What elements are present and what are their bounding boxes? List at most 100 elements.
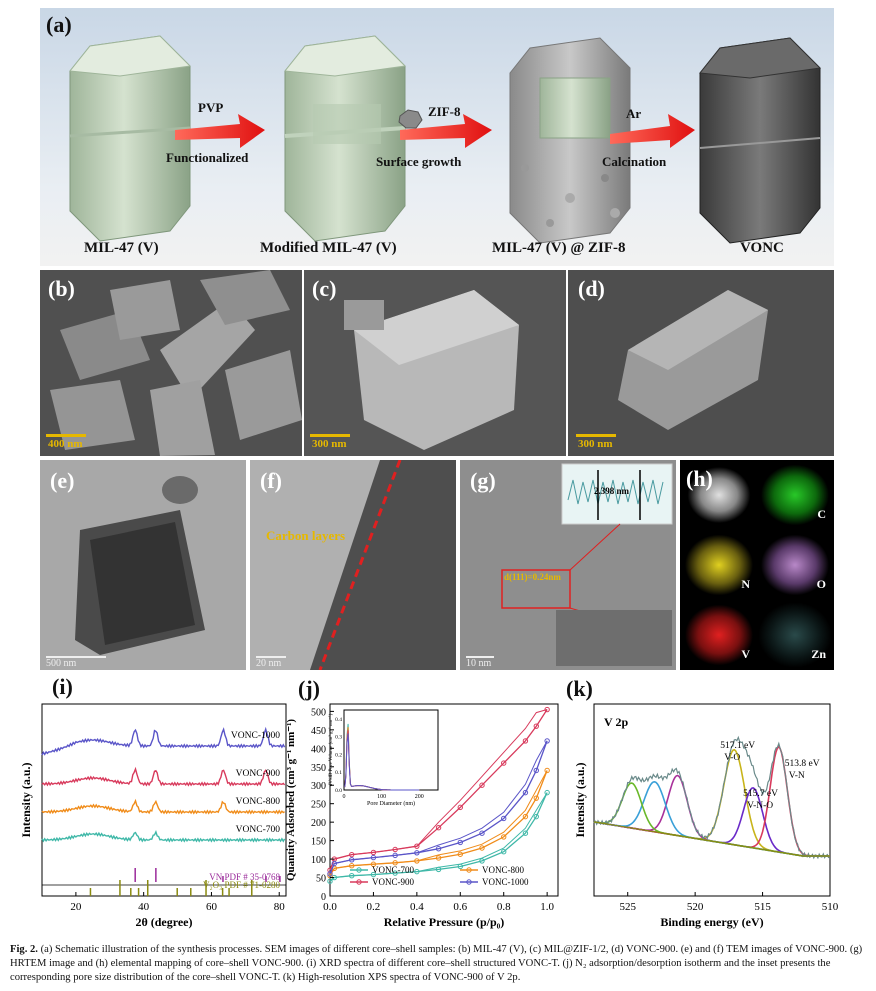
y-axis-label-j: Quantity Adsorbed (cm³ g⁻¹ nm⁻¹): [285, 719, 297, 881]
bet-desorption-3: [329, 740, 548, 874]
x-tick-label-j: 0.8: [497, 901, 511, 913]
y-tick-label-j: 300: [311, 781, 326, 792]
arrow-3-bottom-label: Calcination: [602, 154, 667, 169]
panel-f-label: (f): [260, 468, 282, 493]
sem-image-d: (d) 300 nm: [568, 270, 834, 456]
sem-b-crystals: [40, 270, 302, 456]
x-tick-label-k: 525: [619, 901, 636, 913]
stage-label-4: VONC: [740, 240, 784, 256]
bet-point: [522, 830, 529, 836]
bet-desorption-1: [329, 770, 548, 876]
xrd-series-3: [41, 829, 286, 843]
elemental-mapping-h: C N O V Zn (h): [680, 460, 834, 670]
scale-label-d: 300 nm: [578, 438, 613, 450]
xps-peak-3: [593, 774, 829, 857]
map-label-v: V: [741, 647, 750, 661]
y-axis-label-k: Intensity (a.u.): [573, 762, 587, 837]
plot-frame-j: [329, 703, 559, 897]
y-tick-label-j: 150: [311, 837, 326, 848]
inset-x-tick: 100: [377, 794, 386, 800]
y-tick-label-j: 350: [311, 763, 326, 774]
xps-title: V 2p: [604, 715, 628, 729]
xrd-chart-i: VONC-1000 VONC-900 VONC-800 VONC-700 VN PDF …: [19, 703, 287, 929]
x-tick-label-j: 0.6: [453, 901, 467, 913]
bet-point: [457, 804, 463, 811]
xrd-series-1: [41, 766, 286, 787]
x-tick-label-j: 1.0: [540, 901, 554, 913]
bet-point: [349, 863, 355, 869]
bet-point: [370, 849, 377, 856]
sem-d-particle: [568, 270, 834, 456]
xps-peak-label-2: 513.8 eV: [785, 759, 820, 769]
bet-point: [544, 706, 550, 713]
bet-point: [533, 723, 539, 729]
bet-point: [349, 857, 355, 863]
xps-envelope: [593, 735, 830, 860]
legend-label-j: VONC-800: [482, 865, 524, 875]
y-tick-label-j: 400: [311, 744, 326, 755]
map-oxygen: O: [758, 532, 832, 598]
y-tick-label-j: 200: [311, 818, 326, 829]
arrow-1: [175, 114, 265, 148]
map-label-c: C: [817, 507, 826, 521]
hrtem-g-lattice: [460, 460, 676, 670]
bet-point: [370, 854, 377, 861]
x-axis-label-k: Binding energy (eV): [660, 915, 763, 929]
bet-point: [327, 871, 333, 877]
crystal-modified-mil47: [284, 35, 407, 242]
arrow-1-bottom-label: Functionalized: [166, 150, 249, 165]
y-tick-label-j: 450: [311, 726, 326, 737]
bet-point: [533, 795, 539, 801]
y-tick-label-j: 100: [311, 855, 326, 866]
bet-point: [392, 860, 398, 866]
x-axis-label-i: 2θ (degree): [135, 915, 192, 929]
x-tick-label-i: 60: [206, 901, 218, 913]
hrtem-image-g: (g) 2.398 nm d(111)=0.24nm 10 nm: [460, 460, 676, 670]
bet-point: [501, 848, 507, 855]
panel-h-label: (h): [686, 466, 713, 491]
x-tick-label-k: 515: [754, 901, 771, 913]
y-tick-label-j: 500: [311, 707, 326, 718]
scale-bar-b: [46, 434, 86, 437]
caption-text: (a) Schematic illustration of the synthe…: [10, 944, 863, 983]
map-label-zn: Zn: [811, 647, 826, 661]
zif8-icon: [398, 109, 423, 129]
bet-point: [414, 858, 420, 864]
xps-background: [593, 821, 830, 857]
bet-point: [327, 878, 333, 884]
x-tick-label-j: 0.2: [367, 901, 381, 913]
bet-point: [392, 846, 398, 853]
bet-point: [435, 846, 442, 852]
legend-marker-j: [466, 867, 472, 873]
bet-point: [522, 738, 529, 744]
x-tick-label-i: 20: [70, 901, 82, 913]
legend-label-j: VONC-1000: [482, 877, 529, 887]
tem-f-lattice: [250, 460, 456, 670]
carbon-layers-annotation: Carbon layers: [266, 528, 346, 543]
scale-label-e: 500 nm: [46, 658, 77, 669]
legend-label-j: VONC-700: [372, 865, 414, 875]
panel-a-label: (a): [46, 12, 72, 37]
d-spacing-label: d(111)=0.24nm: [504, 572, 561, 582]
bet-point: [414, 850, 420, 856]
crystal-mil47-zif8: [509, 37, 631, 244]
tem-image-f: (f) Carbon layers 20 nm: [250, 460, 456, 670]
arrow-2-top-label: ZIF-8: [428, 104, 461, 119]
xps-peak-1: [593, 787, 829, 857]
bet-point: [479, 845, 485, 851]
x-axis-label-j: Relative Pressure (p/p₀): [384, 915, 504, 929]
legend-marker-j: [356, 879, 362, 885]
xrd-series-2: [41, 798, 285, 815]
xps-peak-label-1: 515.7 eV: [743, 789, 778, 799]
crystal-vonc: [699, 37, 822, 244]
arrow-2: [400, 114, 492, 148]
bet-point: [479, 830, 485, 836]
map-carbon: C: [758, 462, 832, 528]
bet-point: [392, 870, 398, 876]
inset-y-tick: 0.1: [335, 770, 342, 776]
bet-point: [370, 861, 377, 867]
bet-chart-j: 0.0 0.2 0.4 0.6 0.8 1.0 0 50 100 150 200 250 300 350 4…: [285, 703, 559, 929]
bet-point: [414, 843, 420, 849]
sem-image-c: (c) 300 nm: [304, 270, 566, 456]
bet-point: [533, 767, 539, 774]
